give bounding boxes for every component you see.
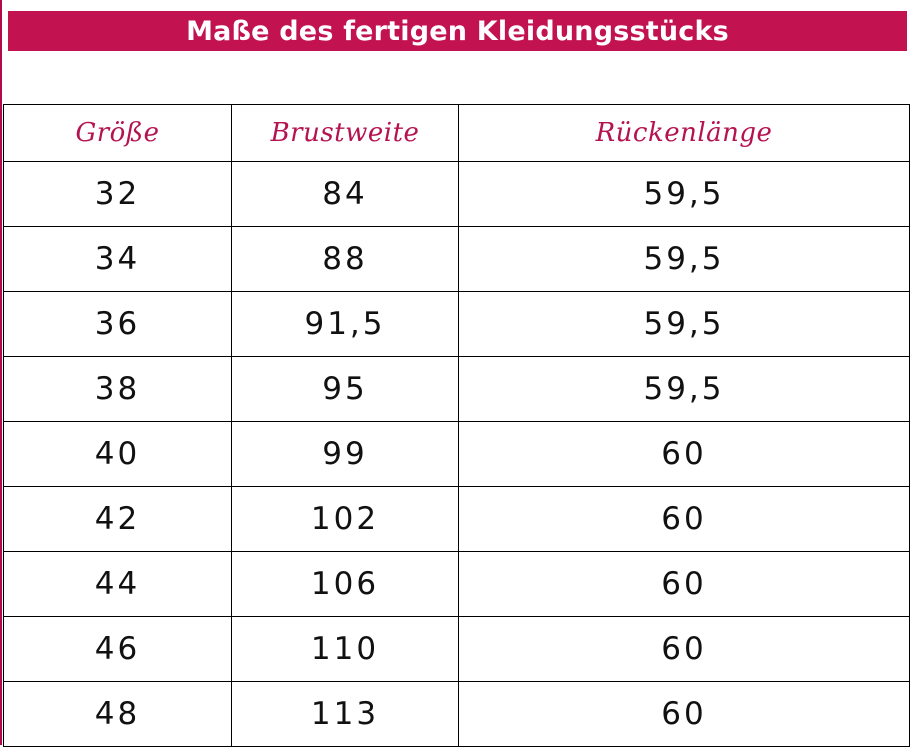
cell-brustweite: 84 xyxy=(231,161,459,227)
cell-rueckenlaenge: 60 xyxy=(458,616,910,682)
table-row: 32 84 59,5 xyxy=(3,161,910,227)
cell-rueckenlaenge: 60 xyxy=(458,551,910,617)
cell-brustweite: 102 xyxy=(231,486,459,552)
cell-rueckenlaenge: 59,5 xyxy=(458,226,910,292)
page-title: Maße des fertigen Kleidungsstücks xyxy=(186,15,729,47)
header-brustweite: Brustweite xyxy=(231,104,459,162)
title-banner: Maße des fertigen Kleidungsstücks xyxy=(8,11,907,51)
table-row: 44 106 60 xyxy=(3,551,910,617)
cell-groesse: 48 xyxy=(3,681,232,747)
table-row: 42 102 60 xyxy=(3,486,910,552)
cell-brustweite: 91,5 xyxy=(231,291,459,357)
header-groesse: Größe xyxy=(3,104,232,162)
left-edge-accent xyxy=(0,0,2,745)
table-header-row: Größe Brustweite Rückenlänge xyxy=(3,104,910,162)
cell-groesse: 40 xyxy=(3,421,232,487)
cell-groesse: 34 xyxy=(3,226,232,292)
cell-brustweite: 110 xyxy=(231,616,459,682)
cell-rueckenlaenge: 59,5 xyxy=(458,356,910,422)
cell-groesse: 32 xyxy=(3,161,232,227)
cell-rueckenlaenge: 59,5 xyxy=(458,161,910,227)
cell-rueckenlaenge: 59,5 xyxy=(458,291,910,357)
cell-groesse: 38 xyxy=(3,356,232,422)
table-row: 38 95 59,5 xyxy=(3,356,910,422)
cell-brustweite: 88 xyxy=(231,226,459,292)
header-rueckenlaenge: Rückenlänge xyxy=(458,104,910,162)
table-row: 34 88 59,5 xyxy=(3,226,910,292)
cell-rueckenlaenge: 60 xyxy=(458,421,910,487)
table-row: 36 91,5 59,5 xyxy=(3,291,910,357)
cell-brustweite: 113 xyxy=(231,681,459,747)
cell-groesse: 42 xyxy=(3,486,232,552)
cell-groesse: 36 xyxy=(3,291,232,357)
table-row: 46 110 60 xyxy=(3,616,910,682)
size-table: Größe Brustweite Rückenlänge 32 84 59,5 … xyxy=(3,104,910,747)
cell-groesse: 44 xyxy=(3,551,232,617)
cell-groesse: 46 xyxy=(3,616,232,682)
cell-brustweite: 95 xyxy=(231,356,459,422)
cell-rueckenlaenge: 60 xyxy=(458,681,910,747)
table-row: 40 99 60 xyxy=(3,421,910,487)
cell-brustweite: 106 xyxy=(231,551,459,617)
table-row: 48 113 60 xyxy=(3,681,910,747)
cell-brustweite: 99 xyxy=(231,421,459,487)
cell-rueckenlaenge: 60 xyxy=(458,486,910,552)
